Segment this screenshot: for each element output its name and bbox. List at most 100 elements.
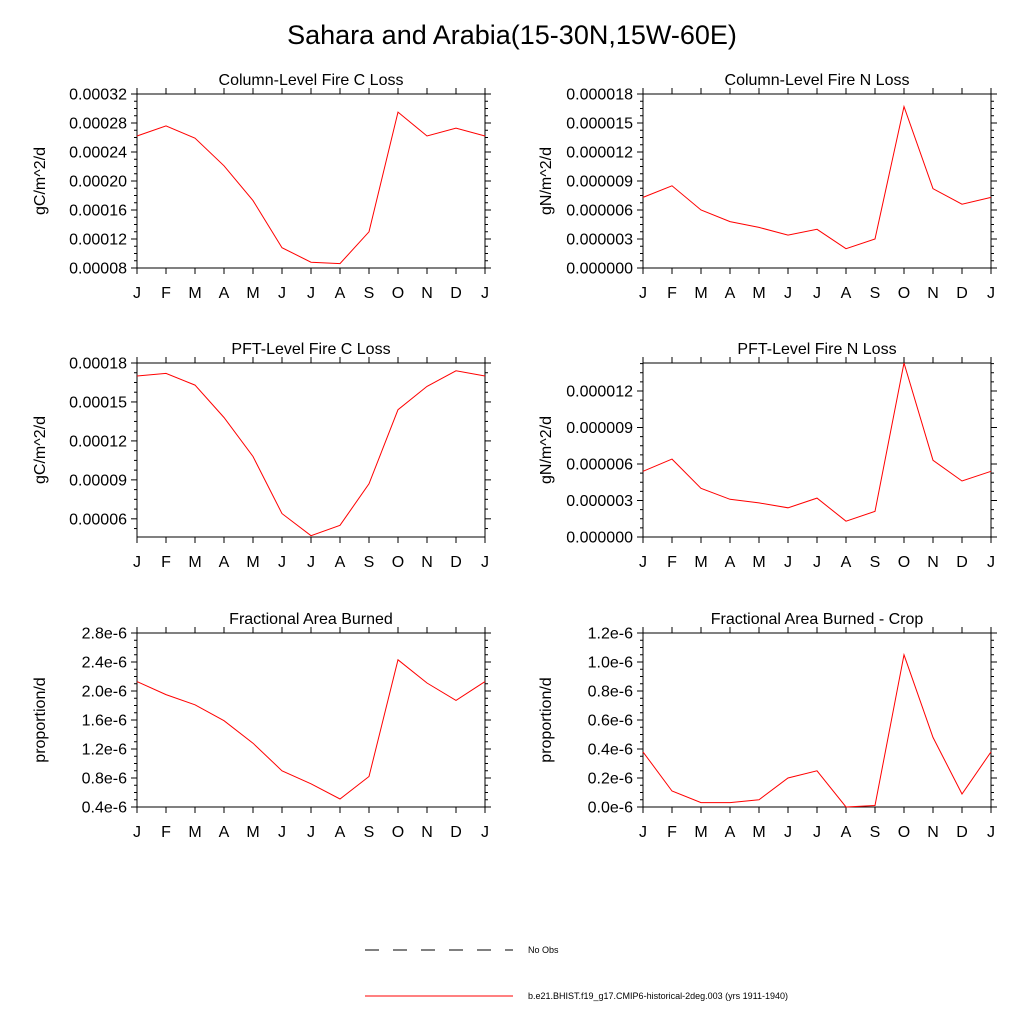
y-tick-label: 1.2e-6 <box>82 742 127 759</box>
x-tick-label: O <box>898 285 910 302</box>
x-tick-label: A <box>725 824 736 841</box>
x-tick-label: N <box>927 554 939 571</box>
x-tick-label: S <box>870 824 881 841</box>
x-tick-label: J <box>278 824 286 841</box>
y-axis-label: gC/m^2/d <box>32 416 49 484</box>
x-tick-label: O <box>898 554 910 571</box>
y-axis-label: proportion/d <box>32 677 49 762</box>
y-tick-label: 0.00012 <box>69 232 127 249</box>
plot-frame <box>642 632 992 808</box>
series-line <box>642 104 992 250</box>
x-tick-label: J <box>987 824 995 841</box>
y-tick-label: 0.000006 <box>566 203 633 220</box>
x-tick-label: F <box>667 285 677 302</box>
x-tick-label: D <box>450 824 462 841</box>
x-tick-label: A <box>841 285 852 302</box>
y-tick-label: 1.6e-6 <box>82 713 127 730</box>
panel-title: Fractional Area Burned <box>229 611 393 628</box>
y-tick-label: 0.2e-6 <box>588 771 633 788</box>
y-tick-label: 0.000018 <box>566 87 633 104</box>
x-tick-label: J <box>813 285 821 302</box>
y-tick-label: 0.4e-6 <box>82 800 127 817</box>
x-tick-label: F <box>161 285 171 302</box>
y-tick-label: 0.00008 <box>69 261 127 278</box>
x-tick-label: O <box>392 554 404 571</box>
y-tick-label: 1.2e-6 <box>588 626 633 643</box>
x-tick-label: J <box>481 824 489 841</box>
x-tick-label: J <box>813 824 821 841</box>
legend-model-label: b.e21.BHIST.f19_g17.CMIP6-historical-2de… <box>528 991 788 1001</box>
y-tick-label: 0.8e-6 <box>588 684 633 701</box>
y-tick-label: 0.00015 <box>69 394 127 411</box>
y-tick-label: 0.00018 <box>69 356 127 373</box>
x-tick-label: A <box>335 554 346 571</box>
figure-title: Sahara and Arabia(15-30N,15W-60E) <box>287 20 737 50</box>
x-tick-label: J <box>133 554 141 571</box>
x-tick-label: N <box>421 824 433 841</box>
x-tick-label: J <box>784 824 792 841</box>
series-line <box>642 362 992 522</box>
y-axis-label: gC/m^2/d <box>32 147 49 215</box>
x-tick-label: D <box>956 554 968 571</box>
x-tick-label: J <box>307 285 315 302</box>
y-tick-label: 0.4e-6 <box>588 742 633 759</box>
y-tick-label: 0.0e-6 <box>588 800 633 817</box>
x-tick-label: J <box>813 554 821 571</box>
y-tick-label: 0.00016 <box>69 203 127 220</box>
panel-title: Fractional Area Burned - Crop <box>711 611 924 628</box>
x-tick-label: M <box>752 554 765 571</box>
y-tick-label: 0.00020 <box>69 174 127 191</box>
x-tick-label: N <box>927 824 939 841</box>
y-axis-label: gN/m^2/d <box>538 416 555 484</box>
x-tick-label: M <box>188 824 201 841</box>
y-tick-label: 1.0e-6 <box>588 655 633 672</box>
x-tick-label: J <box>481 554 489 571</box>
plot-frame <box>642 93 992 269</box>
plot-frame <box>136 93 486 269</box>
x-tick-label: M <box>246 554 259 571</box>
x-tick-label: A <box>841 824 852 841</box>
y-tick-label: 0.000000 <box>566 261 633 278</box>
x-tick-label: J <box>133 285 141 302</box>
y-tick-label: 0.000000 <box>566 530 633 547</box>
y-tick-label: 0.000006 <box>566 456 633 473</box>
x-tick-label: S <box>364 554 375 571</box>
x-tick-label: D <box>956 824 968 841</box>
legend: No Obs b.e21.BHIST.f19_g17.CMIP6-histori… <box>365 945 788 1001</box>
x-tick-label: M <box>188 285 201 302</box>
x-tick-label: J <box>639 824 647 841</box>
y-tick-label: 0.000012 <box>566 145 633 162</box>
x-tick-label: A <box>335 824 346 841</box>
y-tick-label: 0.000003 <box>566 232 633 249</box>
x-tick-label: O <box>392 285 404 302</box>
y-tick-label: 0.000009 <box>566 174 633 191</box>
y-tick-label: 0.8e-6 <box>82 771 127 788</box>
x-tick-label: M <box>752 285 765 302</box>
x-tick-label: M <box>694 554 707 571</box>
x-tick-label: A <box>335 285 346 302</box>
x-tick-label: O <box>898 824 910 841</box>
y-tick-label: 0.00009 <box>69 472 127 489</box>
y-tick-label: 0.00024 <box>69 145 127 162</box>
y-tick-label: 0.00028 <box>69 116 127 133</box>
x-tick-label: N <box>421 285 433 302</box>
x-tick-label: S <box>870 554 881 571</box>
x-tick-label: A <box>841 554 852 571</box>
x-tick-label: O <box>392 824 404 841</box>
y-tick-label: 0.00006 <box>69 511 127 528</box>
series-line <box>136 111 486 265</box>
x-tick-label: J <box>307 554 315 571</box>
chart-panel-6: Fractional Area Burned - Crop proportion/… <box>538 611 997 841</box>
x-tick-label: J <box>987 554 995 571</box>
x-tick-label: J <box>278 285 286 302</box>
y-axis-label: gN/m^2/d <box>538 147 555 215</box>
y-axis-label: proportion/d <box>538 677 555 762</box>
y-tick-label: 0.000009 <box>566 420 633 437</box>
x-tick-label: D <box>450 285 462 302</box>
x-tick-label: J <box>133 824 141 841</box>
series-line <box>136 370 486 537</box>
